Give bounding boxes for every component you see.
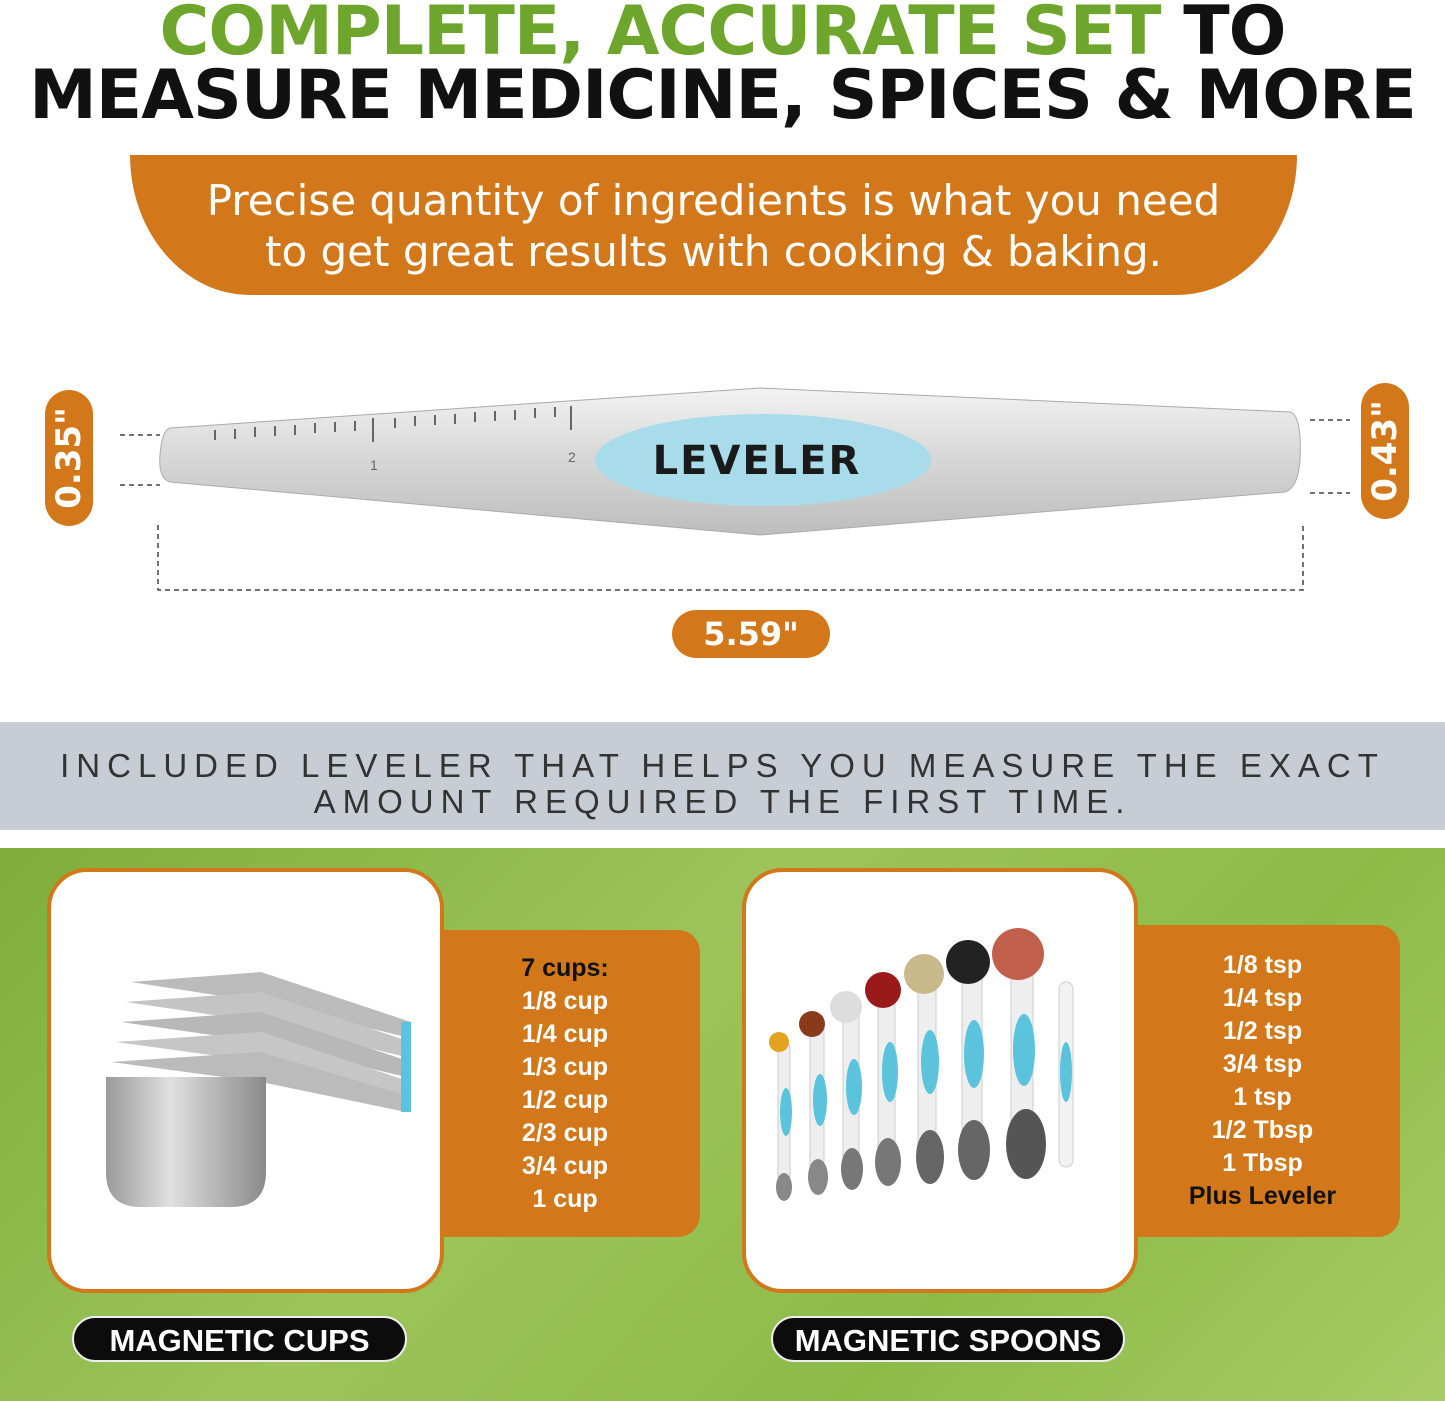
headline: COMPLETE, ACCURATE SET TO MEASURE MEDICI… [0, 0, 1445, 135]
cups-image [106, 972, 411, 1207]
ruler-mark-2: 2 [568, 449, 576, 465]
spoon-item: 1/2 tsp [1222, 1017, 1303, 1045]
leveler-diagram: 1 2 LEVELER [120, 387, 1350, 591]
banner-line1: Precise quantity of ingredients is what … [206, 176, 1221, 225]
cup-item: 1/8 cup [521, 986, 609, 1015]
left-height: 0.35" [49, 407, 90, 509]
spoons-card [742, 868, 1138, 1293]
spoon-item: 1 Tbsp [1222, 1149, 1303, 1177]
spoons-image [769, 928, 1074, 1201]
right-height-badge: 0.43" [1361, 383, 1409, 519]
ruler-mark-1: 1 [370, 457, 378, 473]
cup-item: 1/3 cup [521, 1052, 609, 1081]
band-line2: AMOUNT REQUIRED THE FIRST TIME. [313, 783, 1132, 820]
spoons-panel: 1/8 tsp 1/4 tsp 1/2 tsp 3/4 tsp 1 tsp 1/… [1125, 925, 1400, 1237]
spoon-item: 1 tsp [1233, 1083, 1292, 1111]
cups-label: MAGNETIC CUPS [72, 1316, 407, 1362]
spoons-extra: Plus Leveler [1188, 1182, 1337, 1210]
spoon-item: 1/2 Tbsp [1211, 1116, 1314, 1144]
left-height-badge: 0.35" [45, 390, 93, 526]
cup-item: 2/3 cup [521, 1118, 609, 1147]
cups-card [47, 868, 444, 1293]
spoon-item: 3/4 tsp [1222, 1050, 1303, 1078]
headline-black: TO [1183, 0, 1286, 71]
headline-line2: MEASURE MEDICINE, SPICES & MORE [29, 56, 1417, 135]
leveler-label-oval [595, 414, 931, 506]
info-band: INCLUDED LEVELER THAT HELPS YOU MEASURE … [0, 722, 1445, 830]
cup-item: 1/4 cup [521, 1019, 609, 1048]
banner-line2: to get great results with cooking & baki… [265, 227, 1162, 276]
spoon-item: 1/8 tsp [1222, 951, 1303, 979]
cup-item: 1/2 cup [521, 1085, 609, 1114]
cups-heading: 7 cups: [521, 953, 609, 982]
cup-item: 1 cup [532, 1184, 598, 1213]
leveler-label: LEVELER [653, 438, 862, 484]
cups-panel: 7 cups: 1/8 cup 1/4 cup 1/3 cup 1/2 cup … [430, 930, 700, 1237]
spoons-label: MAGNETIC SPOONS [771, 1316, 1125, 1362]
right-height: 0.43" [1365, 400, 1406, 502]
subtitle-banner: Precise quantity of ingredients is what … [130, 155, 1297, 295]
cup-item: 3/4 cup [521, 1151, 609, 1180]
band-line1: INCLUDED LEVELER THAT HELPS YOU MEASURE … [60, 747, 1385, 784]
headline-green: COMPLETE, ACCURATE SET [159, 0, 1162, 71]
length-badge: 5.59" [672, 610, 830, 658]
spoon-item: 1/4 tsp [1222, 984, 1303, 1012]
